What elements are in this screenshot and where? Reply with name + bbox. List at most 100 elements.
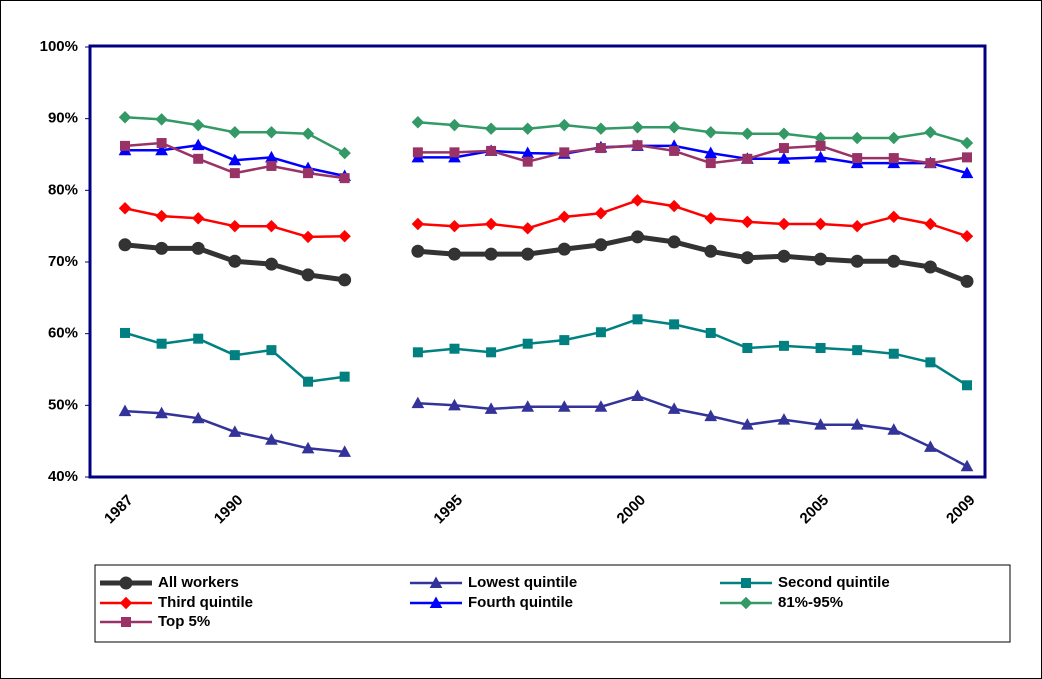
marker — [777, 249, 791, 263]
marker — [411, 217, 425, 231]
marker — [228, 425, 242, 437]
marker — [301, 268, 315, 282]
marker — [155, 113, 168, 126]
marker — [923, 260, 937, 274]
marker — [229, 168, 240, 179]
marker — [339, 371, 350, 382]
y-tick-label: 60% — [48, 325, 78, 342]
marker — [264, 257, 278, 271]
marker — [852, 153, 863, 164]
marker — [925, 158, 936, 169]
marker — [852, 345, 863, 356]
marker — [778, 340, 789, 351]
marker — [815, 343, 826, 353]
marker — [594, 400, 608, 412]
marker — [192, 212, 205, 225]
marker — [229, 350, 240, 361]
marker — [814, 252, 828, 266]
marker — [594, 238, 608, 252]
marker — [669, 319, 680, 330]
legend-label: All workers — [158, 574, 239, 591]
marker — [667, 199, 681, 213]
marker — [741, 418, 754, 430]
y-tick-label: 80% — [48, 181, 78, 198]
marker — [962, 380, 972, 391]
marker — [704, 126, 717, 139]
marker — [924, 126, 937, 139]
marker — [193, 153, 204, 164]
marker — [522, 156, 533, 167]
y-tick-label: 100% — [40, 38, 78, 55]
marker — [155, 406, 168, 419]
marker — [632, 140, 643, 151]
marker — [120, 327, 130, 338]
marker — [429, 596, 443, 608]
marker — [777, 413, 791, 425]
marker — [118, 238, 132, 252]
legend-label: Third quintile — [158, 594, 253, 611]
marker — [887, 423, 901, 435]
marker — [667, 121, 681, 134]
marker — [850, 254, 864, 268]
marker — [265, 433, 278, 445]
marker — [119, 576, 133, 590]
marker — [301, 127, 315, 140]
marker — [777, 152, 791, 164]
marker — [741, 578, 751, 588]
marker — [631, 389, 644, 402]
marker — [119, 596, 133, 610]
marker — [228, 153, 242, 166]
marker — [228, 219, 242, 233]
marker — [449, 147, 460, 158]
marker — [412, 147, 423, 158]
marker — [191, 138, 205, 151]
marker — [521, 400, 535, 412]
y-tick-label: 90% — [48, 110, 78, 127]
marker — [484, 217, 498, 231]
marker — [667, 235, 681, 249]
marker — [191, 241, 205, 255]
marker — [155, 209, 168, 223]
marker — [558, 210, 571, 224]
y-tick-label: 50% — [48, 396, 78, 413]
marker — [960, 459, 974, 472]
marker — [850, 219, 864, 233]
marker — [339, 173, 350, 184]
marker — [741, 127, 754, 140]
marker — [887, 210, 900, 224]
marker — [595, 143, 606, 154]
marker — [778, 143, 789, 154]
marker — [557, 400, 571, 412]
marker — [888, 153, 899, 164]
marker — [739, 596, 753, 610]
marker — [121, 617, 131, 627]
marker — [412, 347, 423, 358]
marker — [960, 229, 974, 243]
legend-label: Top 5% — [158, 613, 210, 630]
marker — [191, 411, 205, 424]
marker — [705, 327, 716, 338]
marker — [962, 152, 972, 163]
marker — [429, 576, 443, 588]
marker — [559, 335, 570, 346]
marker — [887, 254, 901, 268]
marker — [266, 160, 277, 171]
marker — [742, 343, 753, 353]
marker — [265, 126, 278, 139]
legend-label: 81%-95% — [778, 594, 843, 611]
marker — [266, 345, 277, 356]
marker — [705, 158, 716, 169]
marker — [777, 217, 791, 231]
marker — [521, 247, 535, 261]
marker — [815, 140, 826, 151]
marker — [301, 230, 315, 244]
marker — [924, 217, 937, 231]
marker — [960, 136, 974, 150]
marker — [740, 251, 754, 265]
marker — [265, 219, 278, 233]
marker — [704, 244, 718, 258]
marker — [814, 150, 827, 163]
marker — [486, 145, 497, 156]
marker — [228, 254, 242, 268]
marker — [850, 131, 864, 145]
